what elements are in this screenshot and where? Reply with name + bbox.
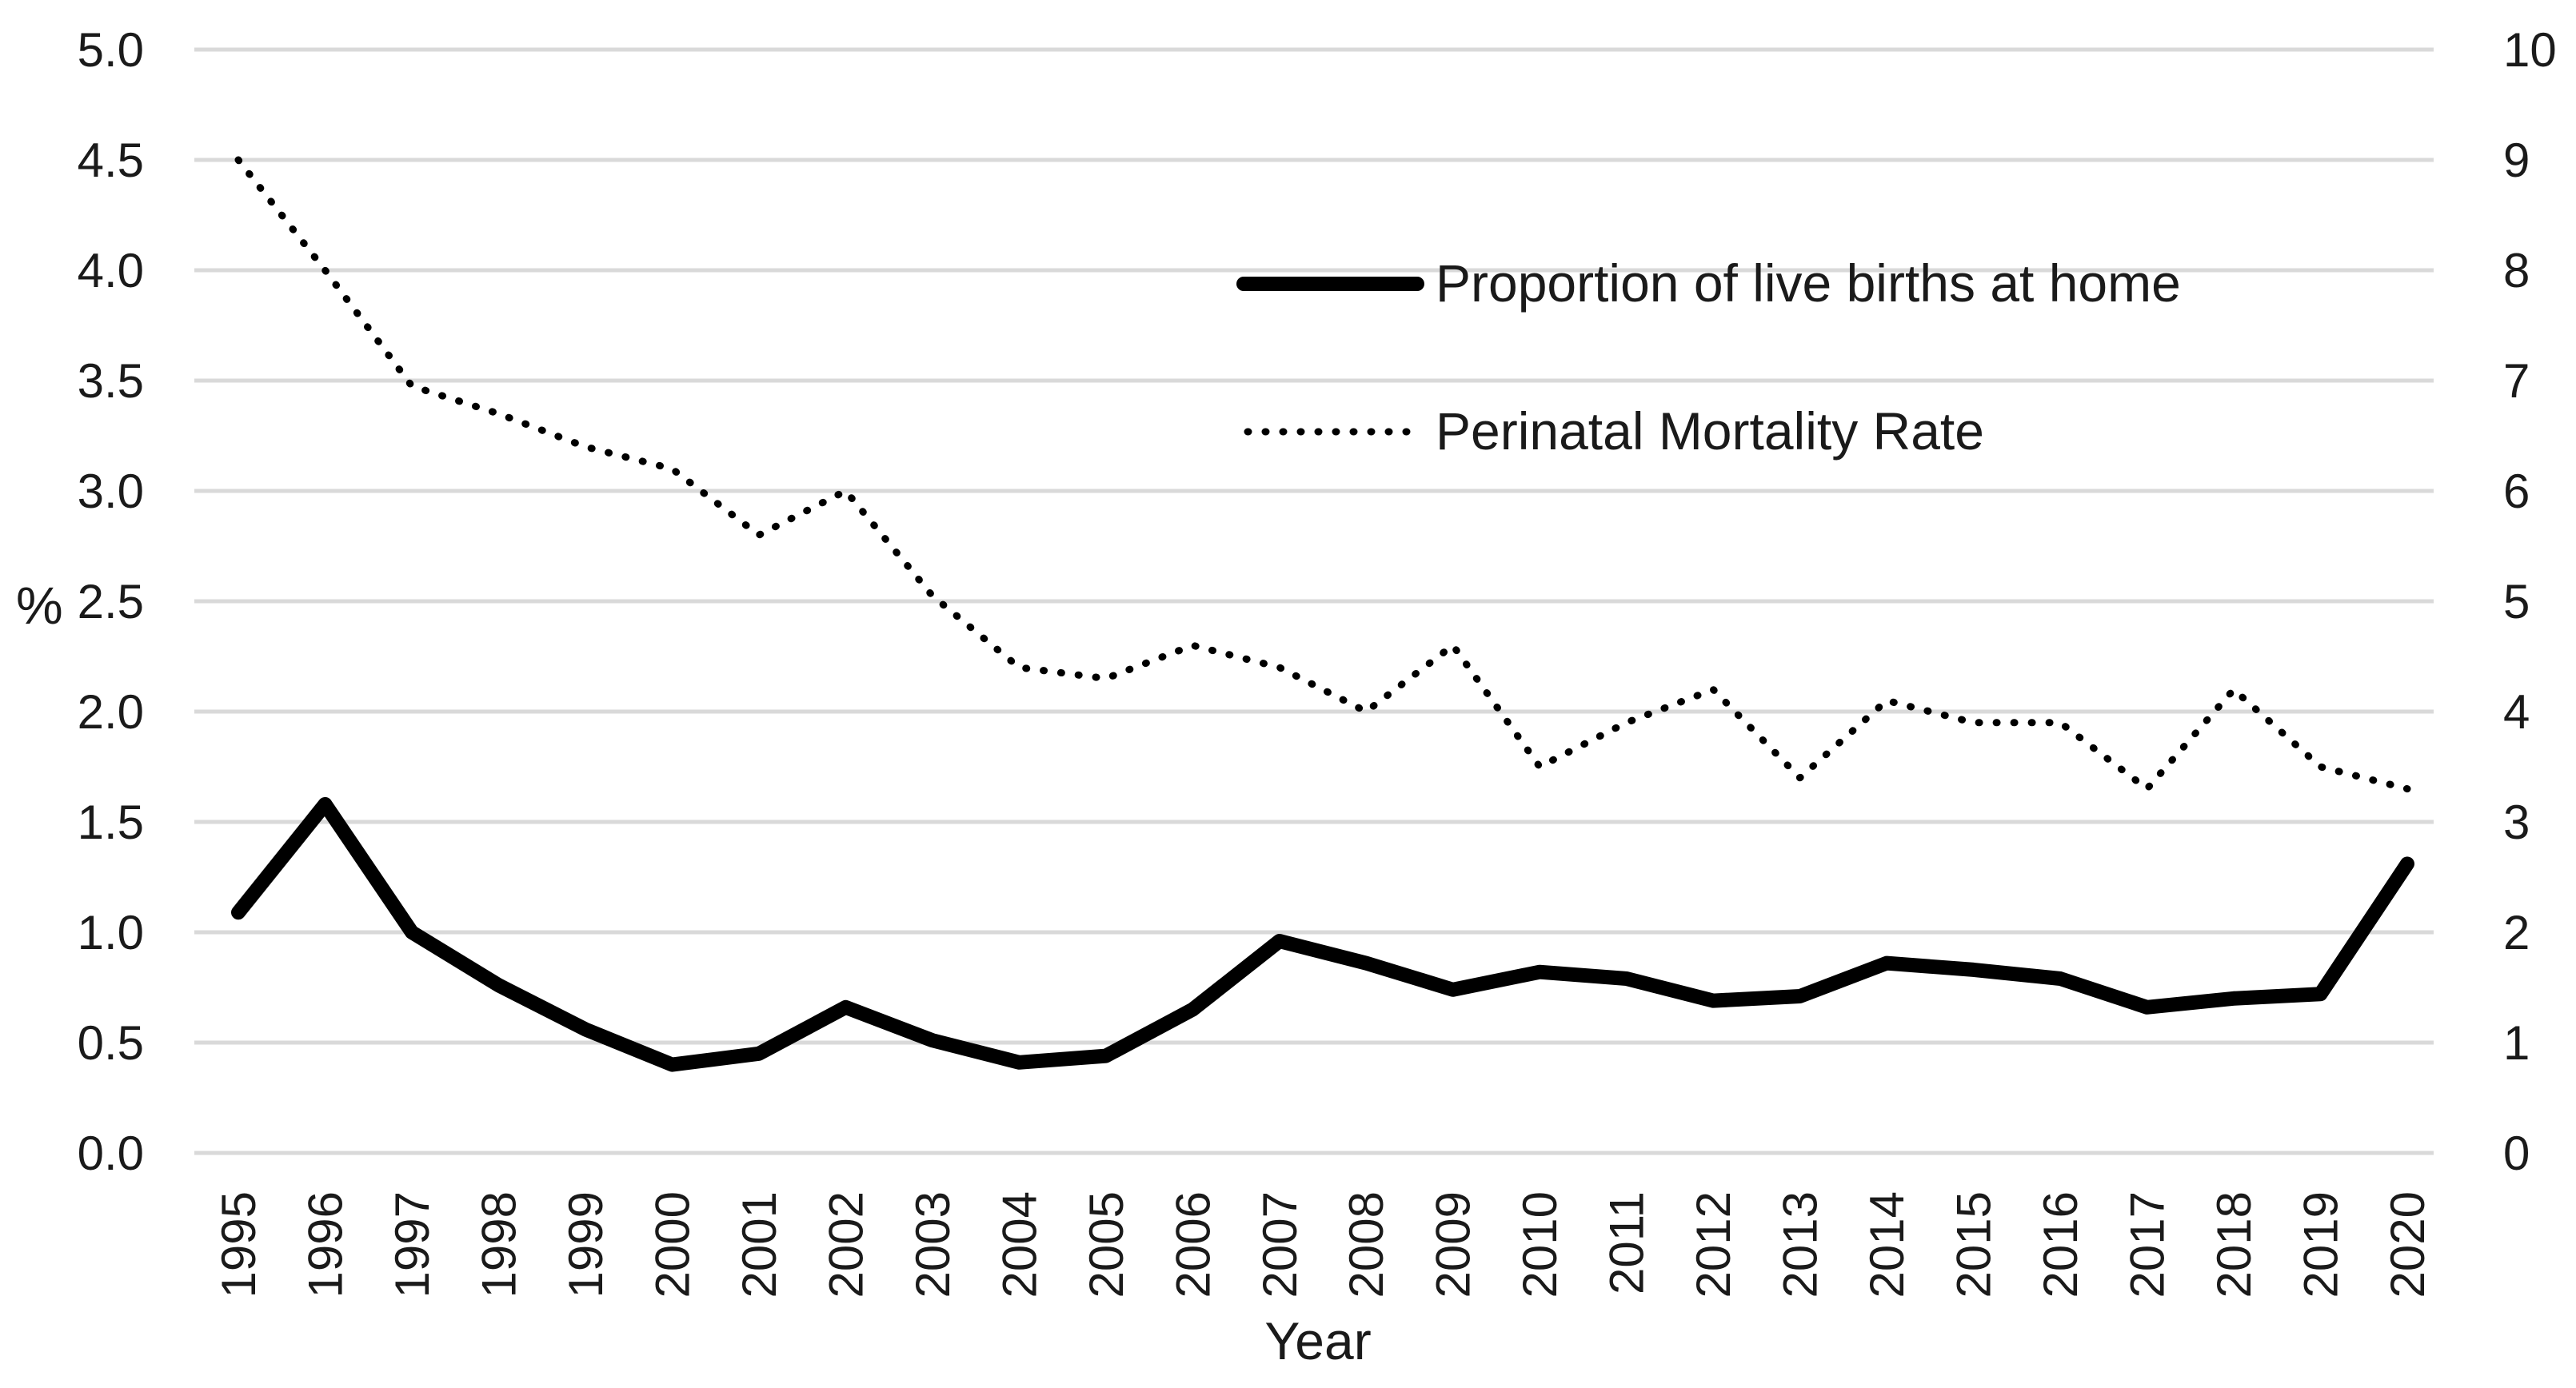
data-point-perinatal-mortality: [1973, 722, 1975, 724]
left-y-tick-label: 1.0: [78, 906, 144, 959]
x-tick-label: 2009: [1427, 1191, 1480, 1298]
data-point-perinatal-mortality: [585, 446, 586, 448]
x-tick-label: 2017: [2121, 1191, 2175, 1298]
x-tick-label: 2010: [1513, 1191, 1567, 1298]
x-tick-label: 2000: [645, 1191, 699, 1298]
data-point-perinatal-mortality: [2233, 688, 2235, 690]
data-point-perinatal-mortality: [671, 468, 673, 469]
x-tick-label: 2003: [906, 1191, 960, 1298]
x-tick-label: 2007: [1253, 1191, 1307, 1298]
legend-label-births: Proportion of live births at home: [1436, 253, 2181, 313]
right-y-tick-label: 1: [2503, 1016, 2530, 1070]
x-tick-label: 2015: [1947, 1191, 2001, 1298]
series-line-births-at-home: [231, 796, 2414, 1072]
left-y-tick-label: 3.5: [78, 354, 144, 408]
right-y-tick-label: 9: [2503, 134, 2530, 187]
data-point-perinatal-mortality: [1626, 722, 1627, 724]
x-tick-label: 2018: [2207, 1191, 2261, 1298]
left-y-tick-label: 4.5: [78, 134, 144, 187]
gridlines: [194, 47, 2434, 1155]
left-y-tick-label: 0.5: [78, 1016, 144, 1070]
left-y-tick-label: 3.0: [78, 465, 144, 518]
data-point-perinatal-mortality: [2059, 722, 2061, 724]
x-tick-label: 2013: [1774, 1191, 1827, 1298]
x-tick-label: 2002: [819, 1191, 873, 1298]
data-point-perinatal-mortality: [1886, 700, 1887, 701]
right-y-tick-label: 4: [2503, 685, 2530, 739]
y-axis-title: %: [16, 576, 63, 635]
right-y-axis: 0 1 2 3 4 5 6 7 8 9 10: [2503, 23, 2557, 1180]
x-axis: 1995 1996 1997 1998 1999 2000 2001 2002 2003 2004…: [212, 1191, 2434, 1298]
x-tick-label: 2001: [733, 1191, 786, 1298]
left-y-tick-label: 5.0: [78, 23, 144, 77]
x-tick-label: 2011: [1600, 1191, 1654, 1294]
right-y-tick-label: 0: [2503, 1127, 2530, 1180]
left-y-axis: 0.0 0.5 1.0 1.5 2.0 2.5 3.0 3.5 4.0 4.5 5.0: [78, 23, 144, 1180]
series-line-perinatal-mortality: [234, 156, 2411, 793]
right-y-tick-label: 7: [2503, 354, 2530, 408]
x-tick-label: 1995: [212, 1191, 266, 1298]
left-y-tick-label: 0.0: [78, 1127, 144, 1180]
x-tick-label: 1997: [385, 1191, 439, 1298]
x-tick-label: 2008: [1340, 1191, 1393, 1298]
left-y-tick-label: 2.0: [78, 685, 144, 739]
x-tick-label: 2004: [992, 1191, 1046, 1298]
x-tick-label: 2014: [1860, 1191, 1914, 1298]
legend: Proportion of live births at home Perina…: [1236, 253, 2181, 461]
right-y-tick-label: 6: [2503, 465, 2530, 518]
x-tick-label: 2012: [1687, 1191, 1740, 1298]
right-y-tick-label: 10: [2503, 23, 2557, 77]
data-point-perinatal-mortality: [497, 413, 499, 414]
data-point-perinatal-mortality: [1452, 644, 1454, 646]
left-y-tick-label: 1.5: [78, 796, 144, 849]
right-y-tick-label: 5: [2503, 575, 2530, 628]
legend-label-mortality: Perinatal Mortality Rate: [1436, 401, 1984, 461]
x-tick-label: 1996: [298, 1191, 352, 1298]
x-tick-label: 2016: [2034, 1191, 2087, 1298]
x-axis-title: Year: [1264, 1311, 1371, 1370]
left-y-tick-label: 4.0: [78, 244, 144, 297]
x-tick-label: 1999: [559, 1191, 613, 1298]
right-y-tick-label: 2: [2503, 906, 2530, 959]
data-point-perinatal-mortality: [1018, 667, 1020, 668]
left-y-tick-label: 2.5: [78, 575, 144, 628]
x-tick-label: 2020: [2381, 1191, 2434, 1298]
series-lines: [231, 156, 2414, 1072]
right-y-tick-label: 8: [2503, 244, 2530, 297]
right-y-tick-label: 3: [2503, 796, 2530, 849]
x-tick-label: 2005: [1080, 1191, 1133, 1298]
data-point-perinatal-mortality: [1105, 678, 1107, 680]
x-tick-label: 2019: [2294, 1191, 2348, 1298]
x-tick-label: 2006: [1166, 1191, 1220, 1298]
x-tick-label: 1998: [472, 1191, 525, 1298]
